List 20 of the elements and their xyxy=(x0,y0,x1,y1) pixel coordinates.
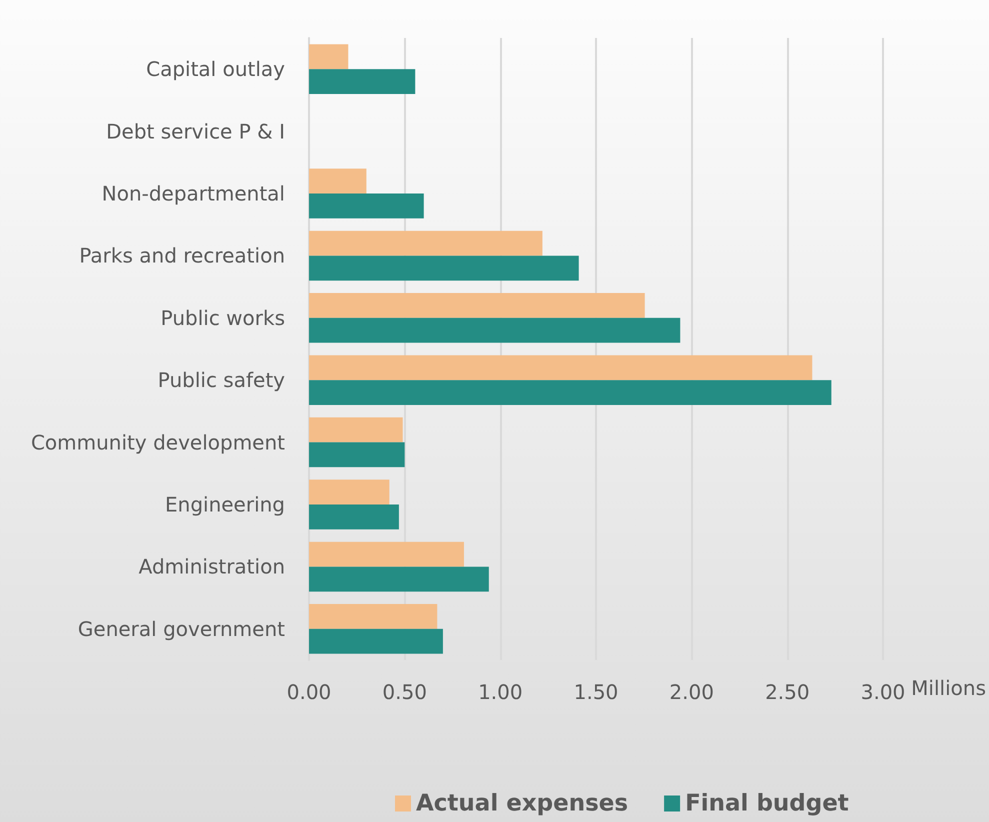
y-tick-label: Parks and recreation xyxy=(79,244,285,268)
x-tick-label: 1.00 xyxy=(478,680,523,704)
x-tick-label: 1.50 xyxy=(574,680,618,704)
x-tick-label: 0.50 xyxy=(382,680,427,704)
y-tick-label: Non-departmental xyxy=(102,182,285,206)
legend-label: Final budget xyxy=(685,790,849,816)
x-tick-label: 0.00 xyxy=(286,680,332,704)
y-tick-label: Public safety xyxy=(158,368,286,392)
y-tick-label: Public works xyxy=(160,306,285,330)
y-tick-label: Community development xyxy=(30,430,286,454)
legend-label: Actual expenses xyxy=(416,790,628,816)
y-tick-label: Debt service P & I xyxy=(106,119,285,144)
x-axis-title: Millions xyxy=(911,676,986,700)
y-tick-label: Capital outlay xyxy=(146,57,286,82)
y-tick-label: General government xyxy=(78,616,286,641)
y-tick-label: Engineering xyxy=(165,492,285,516)
x-tick-label: 3.00 xyxy=(860,680,906,704)
y-tick-label: Administration xyxy=(138,554,285,579)
x-tick-label: 2.00 xyxy=(669,680,714,704)
x-tick-label: 2.50 xyxy=(765,680,810,704)
